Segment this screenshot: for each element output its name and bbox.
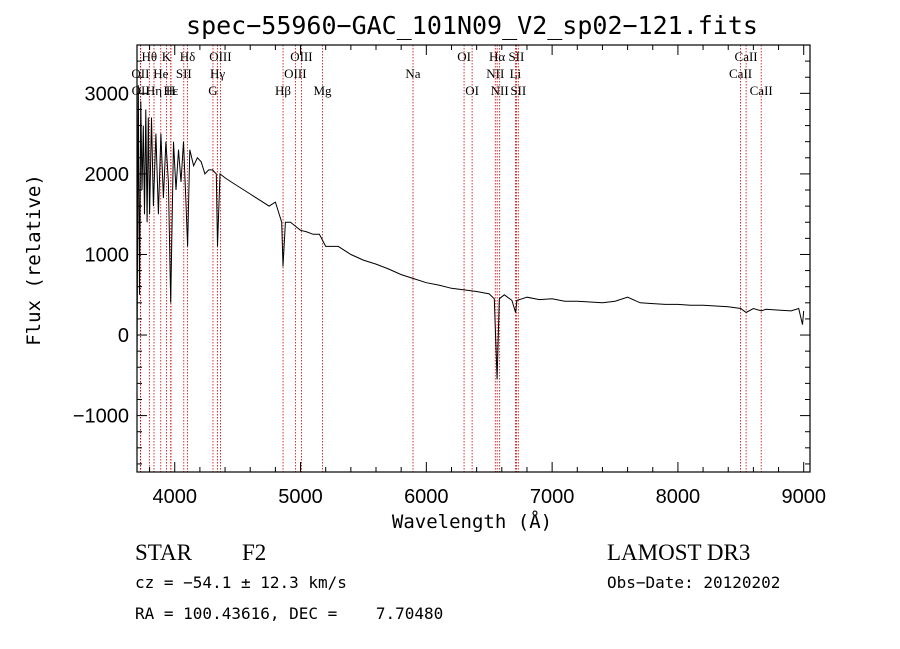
spectral-line-markers (139, 45, 762, 472)
x-tick-label: 9000 (781, 486, 826, 508)
x-axis-ticks: 4000 5000 6000 7000 8000 9000 (149, 45, 826, 508)
redshift-text: cz = −54.1 ± 12.3 km/s (135, 573, 347, 592)
spectral-line-label: Li (510, 66, 522, 81)
spectral-line-label: CaII (729, 66, 752, 81)
spectral-line-label: SII (508, 49, 524, 64)
spectral-line-label: Hα (489, 49, 505, 64)
spectral-line-label: Hε (164, 83, 179, 98)
spectral-line-label: OII (132, 83, 150, 98)
y-tick-label: 0 (118, 325, 129, 347)
x-tick-label: 5000 (278, 486, 323, 508)
spectral-line-label: SII (176, 66, 192, 81)
y-tick-label: 2000 (85, 164, 130, 186)
plot-frame (136, 44, 811, 473)
spectral-line-label: CaII (750, 83, 773, 98)
x-tick-label: 8000 (656, 486, 701, 508)
y-axis-ticks: −1000 0 1000 2000 3000 (73, 44, 810, 465)
y-tick-label: 1000 (85, 244, 130, 266)
spectral-line-label: Hγ (210, 66, 225, 81)
spectral-line-label: NII (486, 66, 504, 81)
object-class-text: STAR (135, 540, 193, 565)
spectral-line-label: Na (405, 66, 420, 81)
spectral-line-label: OIII (284, 66, 306, 81)
spectral-line-label: H (166, 83, 175, 98)
survey-text: LAMOST DR3 (607, 540, 750, 565)
x-tick-label: 7000 (530, 486, 575, 508)
x-axis-label: Wavelength (Å) (392, 510, 552, 533)
y-axis-label: Flux (relative) (23, 174, 45, 346)
spectral-line-label: NII (491, 83, 509, 98)
spectral-line-label: OIII (290, 49, 312, 64)
subclass-text: F2 (242, 540, 266, 565)
spectral-line-label: CaII (735, 49, 758, 64)
y-tick-label: −1000 (73, 406, 129, 428)
spectral-line-label: Hδ (180, 49, 196, 64)
spectral-line-label: Hη (146, 83, 162, 98)
spectral-line-label: Hβ (275, 83, 291, 98)
spectral-line-label: OIII (209, 49, 231, 64)
x-tick-label: 6000 (404, 486, 449, 508)
y-tick-label: 3000 (85, 83, 130, 105)
spectral-line-label: Hθ (142, 49, 158, 64)
spectral-line-label: K (162, 49, 172, 64)
spectral-line-label: SII (510, 83, 526, 98)
obs-date-text: Obs−Date: 20120202 (607, 573, 780, 592)
spectral-line-label: Mg (314, 83, 333, 98)
spectral-line-label: OI (465, 83, 479, 98)
spectral-line-label: OII (131, 66, 149, 81)
spectral-line-label: OI (457, 49, 471, 64)
chart-title: spec−55960−GAC_101N09_V2_sp02−121.fits (186, 11, 758, 40)
spectral-line-label: G (208, 83, 217, 98)
x-tick-label: 4000 (152, 486, 197, 508)
spectrum-series-line (136, 85, 805, 380)
coords-text: RA = 100.43616, DEC = 7.70480 (135, 604, 443, 623)
spectral-line-label: He (153, 66, 168, 81)
